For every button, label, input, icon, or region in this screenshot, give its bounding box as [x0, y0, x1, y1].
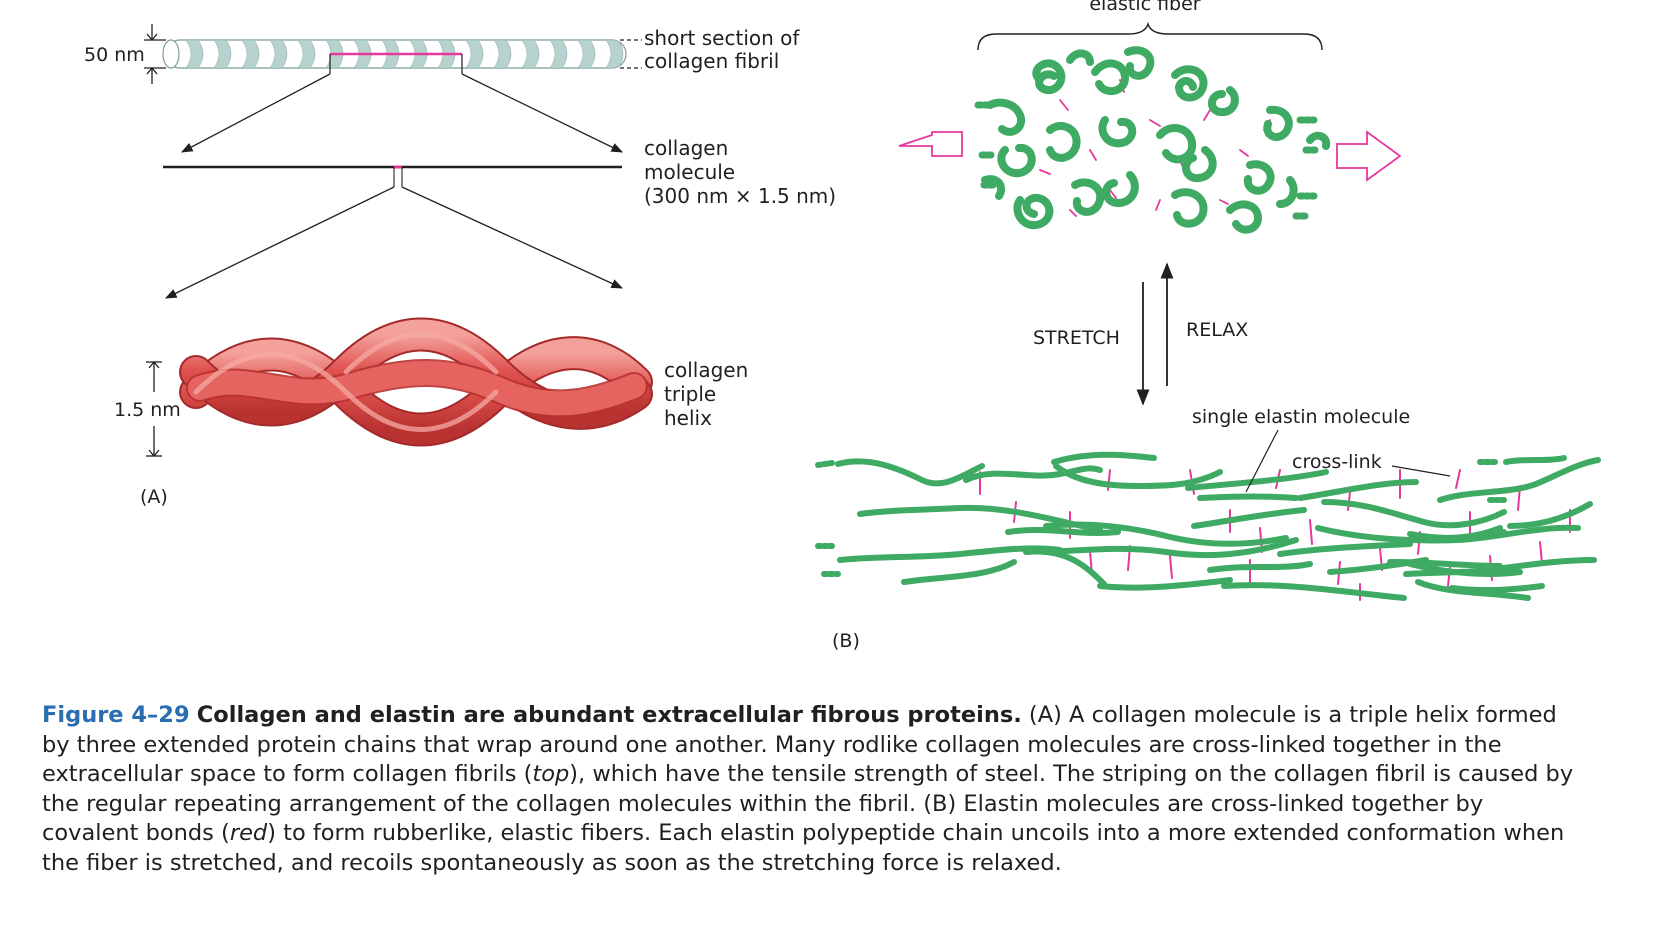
- collagen-fibril: [162, 39, 627, 74]
- cross-link-leader: [1391, 465, 1451, 477]
- helix-diameter-dimension: 1.5 nm: [114, 360, 181, 458]
- elastic-fiber-brace: [977, 21, 1323, 51]
- elastic-fiber-label: elastic fiber: [1089, 0, 1200, 15]
- caption-italic-red: red: [229, 820, 268, 847]
- caption-italic-top: top: [532, 761, 570, 788]
- caption-title: Collagen and elastin are abundant extrac…: [196, 702, 1022, 728]
- expand-arrow-right: [461, 73, 624, 153]
- stretch-label: STRETCH: [1033, 327, 1120, 349]
- single-elastin-label: single elastin molecule: [1192, 406, 1410, 428]
- fibril-diameter-dimension: 50 nm: [84, 24, 166, 84]
- single-elastin-leader: [1245, 429, 1279, 493]
- fibril-diameter-label: 50 nm: [84, 44, 145, 66]
- caption-text-3: ) to form rubberlike, elastic fibers. Ea…: [42, 820, 1565, 876]
- molecule-label-line3: (300 nm × 1.5 nm): [644, 184, 836, 208]
- helix-diameter-label: 1.5 nm: [114, 399, 181, 421]
- expand-arrow-left-2: [164, 186, 395, 299]
- figure-caption: Figure 4–29 Collagen and elastin are abu…: [42, 701, 1582, 879]
- cross-link-label: cross-link: [1292, 451, 1382, 473]
- expand-arrow-right-2: [401, 186, 624, 289]
- pull-arrow-left: [898, 131, 963, 157]
- caption-figure-number: Figure 4–29: [42, 702, 190, 728]
- relaxed-elastin-coils: [974, 46, 1331, 234]
- fibril-label-line2: collagen fibril: [644, 49, 779, 73]
- stretched-elastin-network: [815, 451, 1601, 601]
- caption-text-2: ), which have the tensile strength of st…: [42, 761, 1574, 847]
- collagen-molecule: [163, 165, 622, 187]
- molecule-label-line1: collagen: [644, 136, 728, 160]
- caption-text-1: (A) A collagen molecule is a triple heli…: [42, 702, 1557, 788]
- panel-a: 50 nm short section of collagen fibril: [84, 24, 836, 508]
- figure-diagram: 50 nm short section of collagen fibril: [84, 0, 1601, 652]
- helix-label-line1: collagen: [664, 358, 748, 382]
- relax-label: RELAX: [1186, 319, 1248, 341]
- molecule-label-line2: molecule: [644, 160, 735, 184]
- fibril-label-line1: short section of: [644, 26, 800, 50]
- fibril-label: short section of collagen fibril: [620, 26, 800, 73]
- panel-b: elastic fiber: [815, 0, 1601, 652]
- helix-label-line2: triple: [664, 382, 716, 406]
- collagen-triple-helix: [179, 317, 653, 447]
- pull-arrow-right: [1336, 130, 1402, 182]
- expand-arrow-left: [180, 73, 331, 153]
- panel-b-letter: (B): [832, 630, 860, 652]
- panel-a-letter: (A): [140, 486, 168, 508]
- helix-label-line3: helix: [664, 406, 712, 430]
